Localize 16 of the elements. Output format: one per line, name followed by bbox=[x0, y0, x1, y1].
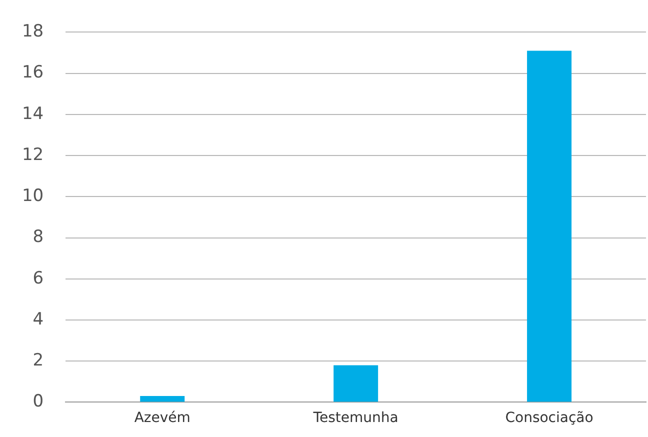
y-tick-label: 14 bbox=[22, 104, 44, 124]
x-tick-label: Azevém bbox=[134, 410, 190, 426]
y-tick-label: 16 bbox=[22, 62, 44, 83]
bar bbox=[527, 50, 572, 402]
y-tick-label: 10 bbox=[22, 186, 44, 206]
y-tick-label: 12 bbox=[22, 144, 44, 165]
y-tick-label: 4 bbox=[32, 309, 44, 330]
x-tick-label: Testemunha bbox=[312, 410, 398, 426]
bar bbox=[334, 365, 378, 402]
x-tick-label: Consociação bbox=[505, 410, 594, 426]
y-tick-label: 2 bbox=[32, 350, 44, 371]
y-tick-label: 18 bbox=[22, 22, 44, 42]
bar bbox=[140, 396, 185, 402]
y-tick-label: 6 bbox=[32, 268, 44, 288]
y-tick-label: 8 bbox=[32, 227, 44, 248]
y-tick-label: 0 bbox=[32, 392, 44, 412]
